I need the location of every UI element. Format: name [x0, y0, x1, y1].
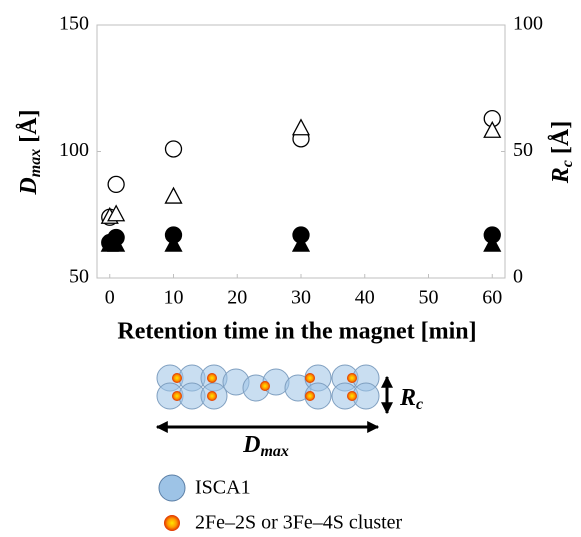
legend-cluster-icon [164, 515, 180, 531]
legend-label: 2Fe–2S or 3Fe–4S cluster [195, 512, 403, 534]
data-point [107, 204, 126, 222]
cluster [260, 381, 270, 391]
y2-label-main: R [548, 167, 574, 184]
y2-label-sub: c [559, 160, 576, 167]
legend-protein-icon [158, 474, 186, 502]
y-label-unit: [Å] [16, 109, 42, 142]
x-tick-label: 40 [355, 287, 375, 309]
x-tick-label: 30 [291, 287, 311, 309]
cluster [305, 391, 315, 401]
y-axis-label: Dmax [Å] [16, 109, 44, 195]
y-label-main: D [16, 177, 42, 195]
width-label: Dmax [242, 432, 289, 460]
x-tick-label: 60 [482, 287, 502, 309]
data-point [164, 234, 183, 252]
data-point [107, 175, 125, 194]
width-label-sub: max [260, 443, 288, 460]
cluster [172, 373, 182, 383]
cluster [172, 391, 182, 401]
cluster [207, 391, 217, 401]
data-point [164, 140, 183, 158]
schematic: Rc Dmax ISCA1 2Fe–2S or 3Fe–4S cluster [155, 364, 423, 534]
y2-tick-label: 50 [513, 139, 533, 161]
data-point [291, 234, 311, 252]
y2-tick-label: 100 [513, 13, 543, 35]
x-tick-label: 50 [419, 287, 439, 309]
y2-tick-label: 0 [513, 266, 523, 288]
data-point [483, 120, 502, 138]
data-point [483, 234, 502, 252]
width-label-main: D [242, 432, 260, 458]
legend-label: ISCA1 [195, 477, 251, 499]
data-point [291, 118, 311, 136]
cluster [347, 391, 357, 401]
x-tick-label: 10 [164, 287, 184, 309]
cluster [207, 373, 217, 383]
x-axis-label: Retention time in the magnet [min] [117, 319, 476, 345]
y-tick-label: 100 [59, 139, 89, 161]
height-label-main: R [399, 385, 416, 411]
height-label: Rc [399, 385, 423, 413]
cluster [305, 373, 315, 383]
data-point [107, 234, 126, 252]
y2-label-unit: [Å] [548, 121, 574, 154]
y2-axis-label: Rc [Å] [548, 121, 576, 184]
x-tick-label: 0 [105, 287, 115, 309]
data-point [164, 186, 183, 204]
y-label-sub: max [27, 149, 44, 177]
x-tick-label: 20 [227, 287, 247, 309]
cluster [347, 373, 357, 383]
height-label-sub: c [416, 396, 423, 413]
y-tick-label: 50 [69, 266, 89, 288]
y-tick-label: 150 [59, 13, 89, 35]
